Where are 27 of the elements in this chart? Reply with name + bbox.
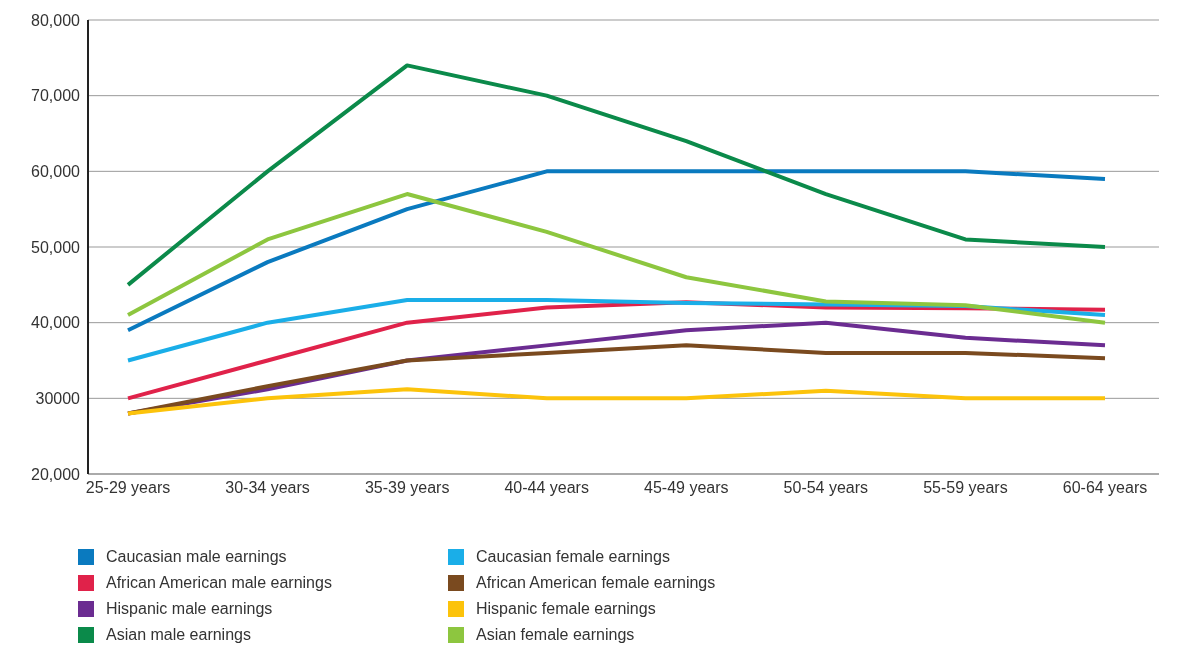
x-tick-label: 35-39 years — [364, 479, 450, 497]
legend-label: Hispanic female earnings — [476, 600, 656, 618]
legend-label: African American male earnings — [106, 574, 332, 592]
y-tick-label: 30000 — [35, 390, 81, 408]
x-tick-label: 30-34 years — [225, 479, 310, 497]
x-tick-label: 50-54 years — [783, 479, 869, 497]
x-tick-label: 55-59 years — [923, 479, 1008, 497]
x-tick-label: 40-44 years — [504, 479, 589, 497]
y-tick-label: 20,000 — [31, 465, 81, 483]
x-tick-label: 45-49 years — [644, 479, 729, 497]
line-series — [126, 169, 1107, 333]
legend-label: Caucasian male earnings — [106, 548, 287, 566]
legend-label: Caucasian female earnings — [476, 548, 670, 566]
y-tick-label: 80,000 — [31, 11, 81, 29]
y-tick-label: 60,000 — [31, 163, 81, 181]
line-series — [126, 387, 1107, 416]
y-tick-label: 50,000 — [31, 238, 81, 256]
legend-label: Asian male earnings — [106, 626, 251, 644]
x-tick-label: 60-64 years — [1062, 479, 1148, 497]
legend-label: Asian female earnings — [476, 626, 635, 644]
x-tick-label: 25-29 years — [85, 479, 171, 497]
legend-label: African American female earnings — [476, 574, 716, 592]
y-tick-label: 40,000 — [31, 314, 81, 332]
line-series — [126, 192, 1107, 325]
legend-label: Hispanic male earnings — [106, 600, 273, 618]
y-tick-label: 70,000 — [31, 87, 81, 105]
line-series — [126, 63, 1107, 287]
